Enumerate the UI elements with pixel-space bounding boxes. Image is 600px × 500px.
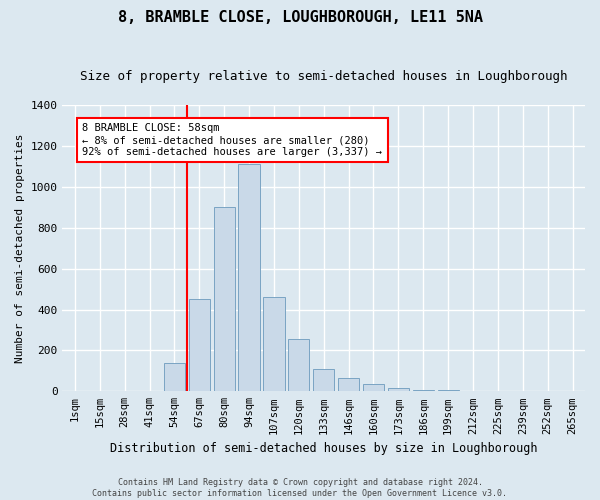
Bar xyxy=(363,384,384,392)
Bar xyxy=(388,388,409,392)
Text: 8 BRAMBLE CLOSE: 58sqm
← 8% of semi-detached houses are smaller (280)
92% of sem: 8 BRAMBLE CLOSE: 58sqm ← 8% of semi-deta… xyxy=(82,124,382,156)
Bar xyxy=(263,297,284,392)
Title: Size of property relative to semi-detached houses in Loughborough: Size of property relative to semi-detach… xyxy=(80,70,568,83)
Bar xyxy=(189,300,210,392)
Text: Contains HM Land Registry data © Crown copyright and database right 2024.
Contai: Contains HM Land Registry data © Crown c… xyxy=(92,478,508,498)
Bar xyxy=(313,369,334,392)
Bar xyxy=(413,390,434,392)
Text: 8, BRAMBLE CLOSE, LOUGHBOROUGH, LE11 5NA: 8, BRAMBLE CLOSE, LOUGHBOROUGH, LE11 5NA xyxy=(118,10,482,25)
Bar xyxy=(214,208,235,392)
Bar xyxy=(437,390,459,392)
Bar xyxy=(164,362,185,392)
Bar xyxy=(338,378,359,392)
X-axis label: Distribution of semi-detached houses by size in Loughborough: Distribution of semi-detached houses by … xyxy=(110,442,538,455)
Y-axis label: Number of semi-detached properties: Number of semi-detached properties xyxy=(15,134,25,363)
Bar xyxy=(288,339,310,392)
Bar xyxy=(238,164,260,392)
